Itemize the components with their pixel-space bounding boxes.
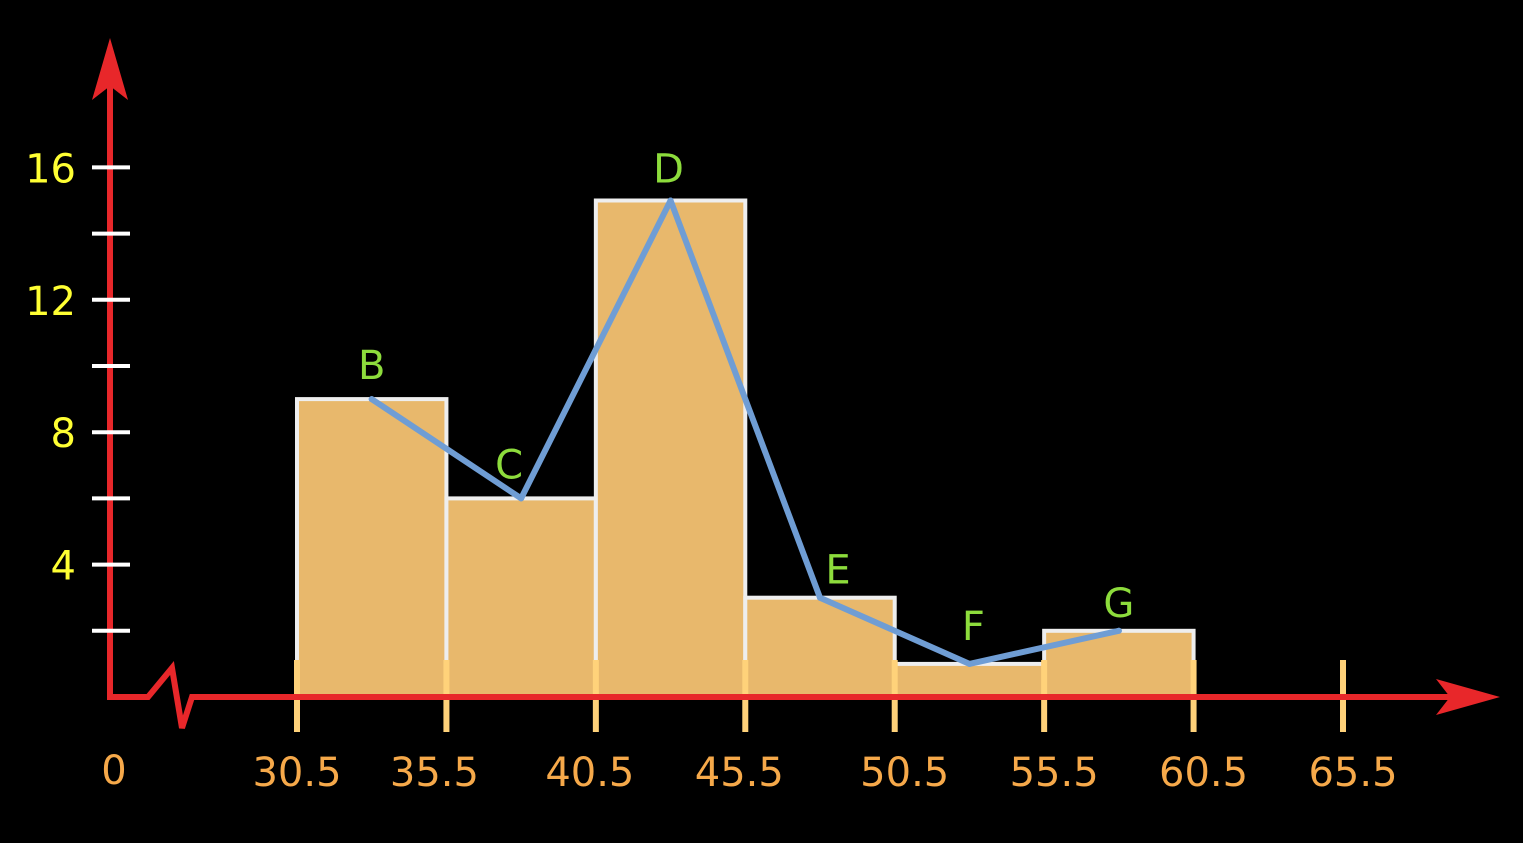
- x-origin-label: 0: [101, 748, 126, 794]
- x-tick-label: 35.5: [390, 750, 479, 796]
- histogram-bar-4: [743, 595, 897, 700]
- point-label-d: D: [653, 147, 684, 193]
- bars-layer: [295, 198, 1196, 700]
- histogram-bar-2: [444, 496, 598, 699]
- x-axis-line: [110, 661, 1470, 729]
- point-label-g: G: [1103, 581, 1134, 627]
- polygon-vertex-d: [667, 197, 674, 204]
- point-label-b: B: [358, 343, 385, 389]
- y-axis-arrowhead: [92, 38, 128, 100]
- point-label-f: F: [962, 604, 985, 650]
- polygon-vertex-e: [817, 594, 823, 601]
- x-tick-label: 40.5: [545, 750, 634, 796]
- point-label-c: C: [495, 442, 523, 488]
- polygon-vertex-f: [966, 660, 973, 667]
- polygon-vertex-g: [1115, 627, 1122, 634]
- y-tick-label: 8: [51, 411, 76, 457]
- y-tick-label: 12: [25, 279, 76, 325]
- polygon-line: [368, 197, 1122, 667]
- histogram-bar-3: [593, 198, 748, 699]
- labels: 0 30.5 35.5 40.5 45.5 50.5 55.5 60.5 65.5 4 8 12 16…: [25, 146, 1397, 796]
- axes: [92, 38, 1500, 729]
- y-tick-marks: [92, 165, 130, 633]
- x-tick-label: 30.5: [252, 750, 341, 796]
- polygon-vertex-b: [368, 396, 375, 403]
- x-tick-label: 55.5: [1010, 750, 1099, 796]
- x-tick-label: 45.5: [695, 750, 784, 796]
- y-tick-label: 4: [51, 544, 76, 590]
- x-tick-label: 50.5: [860, 750, 949, 796]
- point-label-e: E: [825, 548, 850, 594]
- x-tick-label: 65.5: [1308, 750, 1397, 796]
- frequency-polygon: [368, 197, 1122, 667]
- x-axis-arrowhead: [1436, 679, 1500, 715]
- x-tick-label: 60.5: [1159, 750, 1248, 796]
- polygon-vertex-c: [518, 495, 525, 502]
- y-tick-label: 16: [25, 146, 76, 192]
- histogram-bar-5: [892, 661, 1047, 700]
- histogram-bar-1: [295, 397, 449, 699]
